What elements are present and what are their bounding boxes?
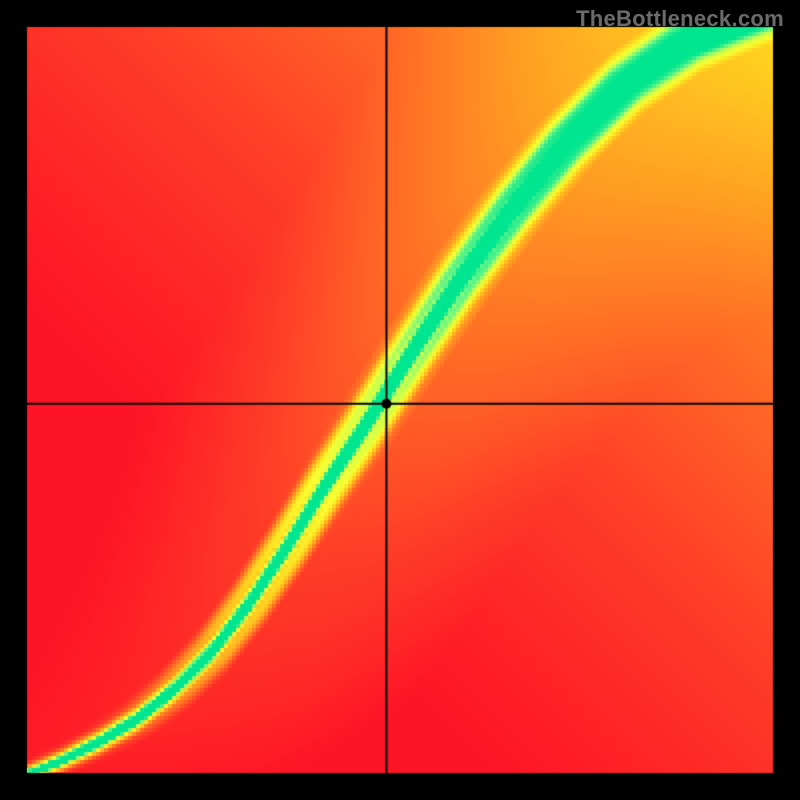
chart-container: TheBottleneck.com <box>0 0 800 800</box>
watermark-text: TheBottleneck.com <box>576 6 784 32</box>
bottleneck-heatmap <box>0 0 800 800</box>
